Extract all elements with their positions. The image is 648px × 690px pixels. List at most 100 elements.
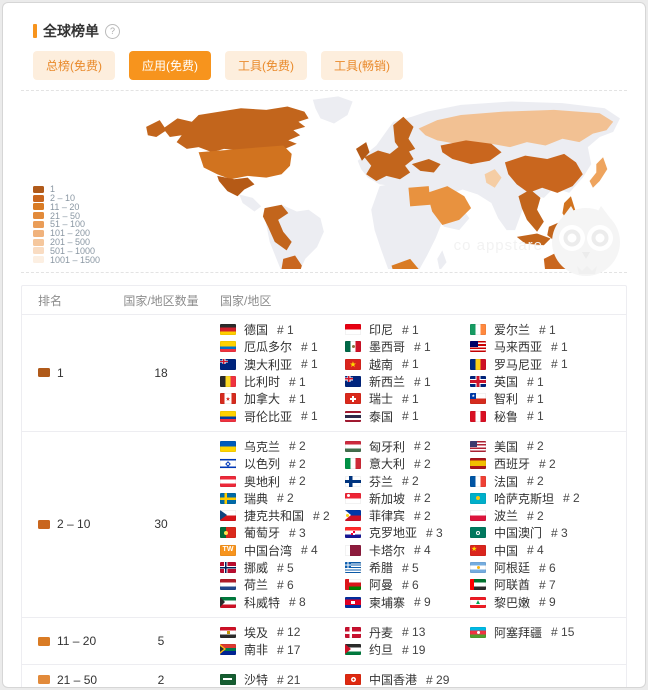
country-entry[interactable]: 比利时 # 1 [220,373,345,390]
country-entry[interactable]: 美国 # 2 [470,438,626,455]
country-entry[interactable]: 中国香港 # 29 [345,671,470,688]
country-entry[interactable]: 埃及 # 12 [220,624,345,641]
country-entry[interactable]: 新加坡 # 2 [345,490,470,507]
country-entry[interactable]: 西班牙 # 2 [470,455,626,472]
country-entry[interactable]: 泰国 # 1 [345,407,470,424]
tab-1[interactable]: 应用(免费) [129,51,211,80]
country-rank: # 8 [289,595,306,610]
country-entry[interactable]: 哥伦比亚 # 1 [220,407,345,424]
country-entry[interactable]: 阿塞拜疆 # 15 [470,624,626,641]
count-cell: 18 [154,365,168,380]
country-entry[interactable]: 克罗地亚 # 3 [345,524,470,541]
countries-cell: 乌克兰 # 2 以色列 # 2 奥地利 # 2 瑞典 # 2 捷克共和国 # 2… [208,432,626,617]
country-name: 智利 [494,392,519,407]
country-entry[interactable]: 哈萨克斯坦 # 2 [470,490,626,507]
country-rank: # 6 [277,577,294,592]
country-name: 新西兰 [369,375,406,390]
country-entry[interactable]: 罗马尼亚 # 1 [470,356,626,373]
country-name: 马来西亚 [494,340,543,355]
legend-swatch [33,247,44,255]
country-entry[interactable]: 乌克兰 # 2 [220,438,345,455]
country-entry[interactable]: 奥地利 # 2 [220,472,345,489]
tab-2[interactable]: 工具(免费) [225,51,307,80]
country-entry[interactable]: 葡萄牙 # 3 [220,524,345,541]
country-entry[interactable]: 以色列 # 2 [220,455,345,472]
ch-flag-icon [345,393,361,405]
help-icon[interactable]: ? [105,23,120,39]
country-entry[interactable]: 匈牙利 # 2 [345,438,470,455]
country-entry[interactable]: 阿根廷 # 6 [470,559,626,576]
country-entry[interactable]: 黎巴嫩 # 9 [470,593,626,610]
country-entry[interactable]: 英国 # 1 [470,373,626,390]
country-name: 科威特 [244,595,281,610]
country-rank: # 12 [277,625,301,640]
world-choropleth-map[interactable] [139,93,639,269]
country-entry[interactable]: 智利 # 1 [470,390,626,407]
country-entry[interactable]: 约旦 # 19 [345,641,470,658]
legend-swatch [33,238,44,246]
country-entry[interactable]: 希腊 # 5 [345,559,470,576]
country-entry[interactable]: 中国 # 4 [470,542,626,559]
country-name: 菲律宾 [369,509,406,524]
country-entry[interactable]: 爱尔兰 # 1 [470,321,626,338]
ca-flag-icon [220,393,236,405]
country-rank: # 1 [402,409,419,424]
country-entry[interactable]: 越南 # 1 [345,356,470,373]
country-entry[interactable]: 菲律宾 # 2 [345,507,470,524]
country-entry[interactable]: 秘鲁 # 1 [470,407,626,424]
country-rank: # 19 [402,642,426,657]
country-entry[interactable]: 科威特 # 8 [220,593,345,610]
pl-flag-icon [470,510,486,522]
country-entry[interactable]: 德国 # 1 [220,321,345,338]
country-rank: # 2 [414,491,431,506]
country-name: 加拿大 [244,392,281,407]
country-entry[interactable]: 法国 # 2 [470,472,626,489]
title-accent-bar [33,24,37,38]
country-entry[interactable]: 澳大利亚 # 1 [220,356,345,373]
country-entry[interactable]: 柬埔寨 # 9 [345,593,470,610]
rank-range-label: 11 – 20 [57,634,97,649]
country-entry[interactable]: 荷兰 # 6 [220,576,345,593]
country-entry[interactable]: 波兰 # 2 [470,507,626,524]
country-name: 奥地利 [244,474,281,489]
country-entry[interactable]: 瑞士 # 1 [345,390,470,407]
country-rank: # 2 [414,456,431,471]
country-name: 阿曼 [369,578,394,593]
country-entry[interactable]: 挪威 # 5 [220,559,345,576]
country-rank: # 13 [402,625,426,640]
country-entry[interactable]: 意大利 # 2 [345,455,470,472]
legend-item: 1 [33,184,100,194]
country-name: 中国 [494,543,519,558]
country-entry[interactable]: 新西兰 # 1 [345,373,470,390]
il-flag-icon [220,458,236,470]
country-name: 克罗地亚 [369,526,418,541]
country-entry[interactable]: 中国澳门 # 3 [470,524,626,541]
country-name: 中国香港 [369,673,418,688]
country-entry[interactable]: 沙特 # 21 [220,671,345,687]
country-entry[interactable]: 印尼 # 1 [345,321,470,338]
country-entry[interactable]: 芬兰 # 2 [345,472,470,489]
country-name: 约旦 [369,643,394,658]
country-entry[interactable]: 阿联酋 # 7 [470,576,626,593]
country-entry[interactable]: 丹麦 # 13 [345,624,470,641]
kw-flag-icon [220,596,236,608]
country-name: 荷兰 [244,578,269,593]
country-entry[interactable]: 加拿大 # 1 [220,390,345,407]
country-entry[interactable]: 南非 # 17 [220,641,345,658]
country-entry[interactable]: 阿曼 # 6 [345,576,470,593]
country-name: 厄瓜多尔 [244,340,293,355]
country-entry[interactable]: 中国台湾 # 4 [220,542,345,559]
country-entry[interactable]: 卡塔尔 # 4 [345,542,470,559]
tab-0[interactable]: 总榜(免费) [33,51,115,80]
country-entry[interactable]: 厄瓜多尔 # 1 [220,338,345,355]
country-entry[interactable]: 捷克共和国 # 2 [220,507,345,524]
country-entry[interactable]: 瑞典 # 2 [220,490,345,507]
no-flag-icon [220,562,236,573]
legend-item: 101 – 200 [33,228,100,238]
country-entry[interactable]: 墨西哥 # 1 [345,338,470,355]
country-entry[interactable]: 马来西亚 # 1 [470,338,626,355]
countries-column: 中国香港 # 29 [345,671,470,688]
tab-3[interactable]: 工具(畅销) [321,51,403,80]
hk-flag-icon [345,674,361,686]
